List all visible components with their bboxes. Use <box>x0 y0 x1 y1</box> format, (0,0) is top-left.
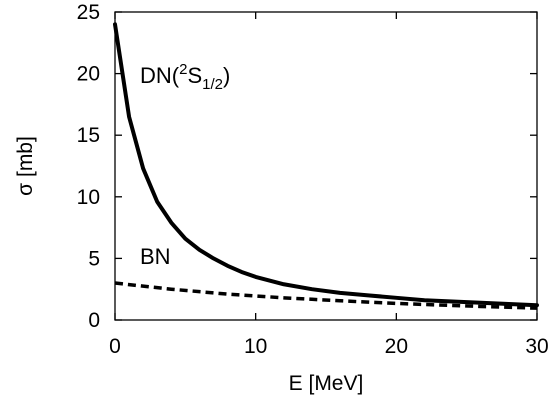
x-tick-labels: 0 10 20 30 <box>109 335 549 358</box>
y-axis-label: σ [mb] <box>14 136 37 196</box>
y-tick-label: 0 <box>88 309 100 332</box>
y-tick-labels: 0 5 10 15 20 25 <box>77 1 100 332</box>
ticks <box>114 11 538 321</box>
x-tick-label: 20 <box>385 335 408 358</box>
plot-frame <box>114 11 538 321</box>
y-tick-label: 15 <box>77 124 100 147</box>
series-line-bn <box>114 281 538 310</box>
x-tick-label: 0 <box>109 335 121 358</box>
y-tick-label: 25 <box>77 1 100 24</box>
series-line-dn <box>113 22 539 308</box>
series-group <box>113 22 539 310</box>
x-axis-label: E [MeV] <box>289 372 364 395</box>
y-tick-label: 5 <box>88 247 100 270</box>
annotation-dn-suffix: ) <box>223 63 230 88</box>
annotation-bn: BN <box>140 244 171 269</box>
annotation-dn-prefix: DN( <box>140 63 180 88</box>
annotation-dn-sub: 1/2 <box>202 76 223 93</box>
y-tick-label: 20 <box>77 63 100 86</box>
annotation-dn-sup: 2 <box>179 61 187 78</box>
x-tick-label: 30 <box>525 335 548 358</box>
y-tick-label: 10 <box>77 186 100 209</box>
annotation-dn-main: S <box>187 63 202 88</box>
x-tick-label: 10 <box>244 335 267 358</box>
annotation-dn: DN(2S1/2) <box>140 61 230 93</box>
